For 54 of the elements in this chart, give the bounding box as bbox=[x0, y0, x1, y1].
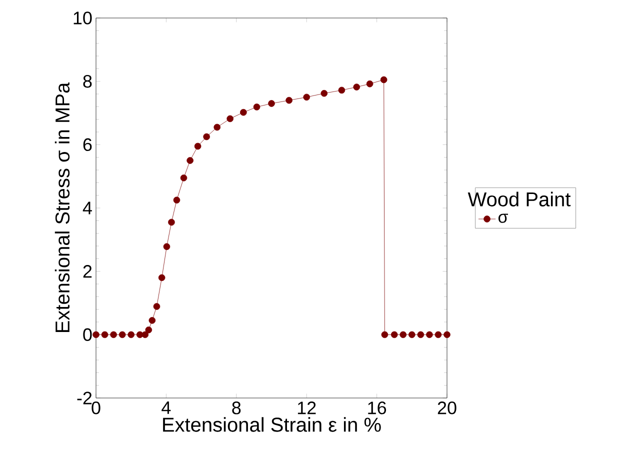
point bbox=[142, 331, 149, 338]
x-tick-label: 16 bbox=[368, 402, 386, 414]
point bbox=[92, 331, 100, 338]
y-tick-label: 0 bbox=[83, 328, 92, 342]
point bbox=[268, 100, 275, 107]
legend-title: Wood Paint bbox=[468, 192, 571, 206]
y-tick-label: 8 bbox=[83, 74, 92, 88]
point bbox=[366, 80, 374, 88]
y-tick-label: 4 bbox=[82, 202, 92, 214]
point bbox=[320, 90, 328, 97]
point bbox=[145, 326, 152, 334]
point bbox=[203, 133, 210, 140]
x-tick-label: 20 bbox=[438, 402, 456, 414]
point bbox=[163, 243, 170, 250]
point bbox=[390, 331, 398, 338]
point bbox=[408, 331, 416, 338]
point bbox=[158, 274, 166, 282]
point bbox=[148, 317, 156, 324]
point bbox=[434, 331, 442, 338]
point bbox=[353, 84, 360, 90]
y-tick-label: -2 bbox=[77, 392, 92, 404]
x-tick-label: 4 bbox=[162, 402, 171, 414]
y-axis-title: Extensional Stress σ in MPa bbox=[54, 82, 70, 332]
point bbox=[426, 331, 433, 338]
point bbox=[338, 86, 346, 94]
y-tick-label: 10 bbox=[74, 12, 92, 24]
point bbox=[168, 218, 175, 226]
point bbox=[186, 157, 194, 164]
point bbox=[444, 331, 450, 338]
point bbox=[128, 331, 135, 338]
x-tick-label: 12 bbox=[298, 402, 316, 414]
point bbox=[253, 104, 260, 110]
point bbox=[180, 174, 188, 182]
point bbox=[214, 124, 220, 131]
point bbox=[226, 115, 234, 122]
point bbox=[240, 108, 247, 116]
point bbox=[153, 303, 160, 310]
point bbox=[194, 142, 202, 150]
point bbox=[417, 331, 424, 338]
point bbox=[110, 331, 117, 338]
point bbox=[380, 76, 388, 84]
point bbox=[118, 331, 126, 338]
point bbox=[286, 96, 292, 104]
point bbox=[173, 196, 180, 204]
x-tick-label: 8 bbox=[232, 402, 241, 414]
y-tick-label: 6 bbox=[83, 138, 92, 152]
y-tick-label: 2 bbox=[83, 265, 92, 278]
x-axis-title: Extensional Strain ε in % bbox=[163, 417, 381, 432]
point bbox=[400, 331, 407, 338]
legend-label: σ bbox=[498, 214, 508, 223]
point bbox=[381, 331, 388, 338]
x-tick-label: 0 bbox=[92, 402, 100, 414]
point bbox=[303, 94, 310, 101]
point bbox=[101, 331, 108, 338]
